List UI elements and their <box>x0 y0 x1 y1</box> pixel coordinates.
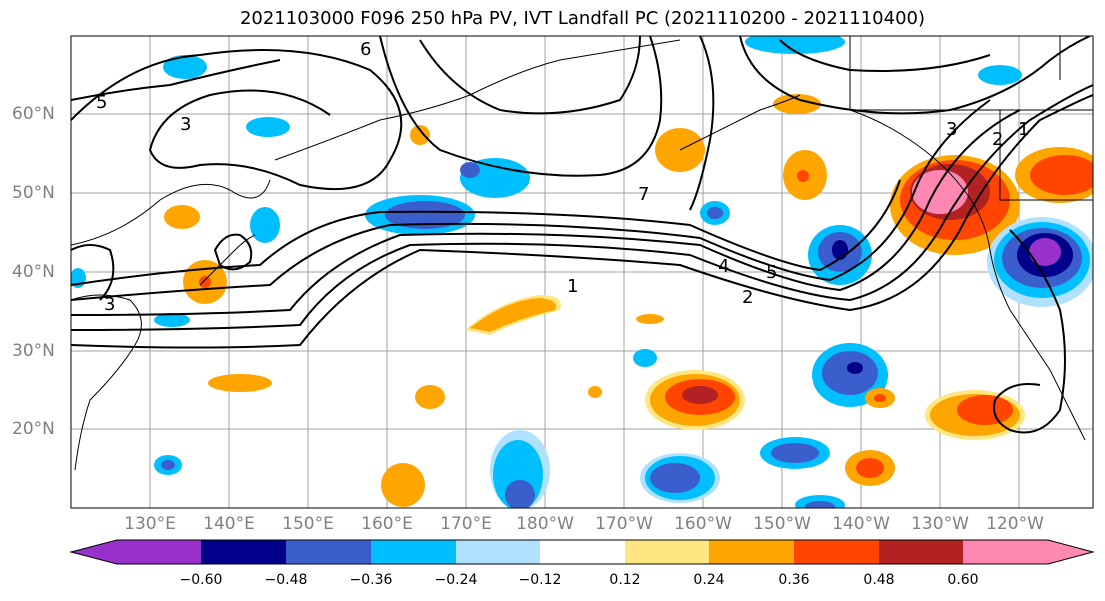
contour-label: 1 <box>567 276 578 297</box>
coastlines <box>71 36 1093 471</box>
contour-lines <box>71 36 1093 434</box>
colorbar-tick: −0.48 <box>264 572 308 588</box>
map-frame <box>70 35 1094 509</box>
anomaly-blob <box>465 295 561 335</box>
anomaly-blob <box>640 453 720 503</box>
anomaly-blob <box>588 386 602 398</box>
contour-label: 4 <box>718 256 729 277</box>
anomaly-blob <box>812 343 888 407</box>
anomaly-blob <box>633 349 657 367</box>
colorbar-tick: 0.24 <box>693 572 725 588</box>
colorbar-segment <box>794 540 879 564</box>
lon-label: 150°E <box>282 514 334 534</box>
lat-label: 60°N <box>12 104 55 124</box>
anomaly-blob <box>845 450 895 486</box>
lat-label: 20°N <box>12 419 55 439</box>
anomaly-blob <box>978 65 1022 85</box>
anomaly-blob <box>783 150 827 200</box>
anomaly-blob <box>164 205 200 229</box>
lon-label: 130°W <box>911 514 969 534</box>
contour-label: 5 <box>766 262 777 283</box>
lon-label: 150°W <box>753 514 811 534</box>
lon-label: 120°W <box>986 514 1044 534</box>
anomaly-blob <box>163 55 207 79</box>
contour-label: 2 <box>742 287 753 308</box>
contour-label: 1 <box>1018 119 1029 140</box>
anomaly-blob <box>208 374 272 392</box>
lon-label: 170°W <box>595 514 653 534</box>
anomaly-blob <box>925 390 1025 440</box>
colorbar-tick: 0.60 <box>947 572 979 588</box>
colorbar-segment <box>201 540 286 564</box>
contour-label: 3 <box>104 294 115 315</box>
colorbar-segment <box>963 540 1093 564</box>
colorbar-tick: 0.12 <box>609 572 641 588</box>
anomaly-blob <box>773 94 821 114</box>
anomaly-blob <box>745 36 845 54</box>
contour-label: 5 <box>96 92 107 113</box>
anomaly-blob <box>460 158 530 198</box>
anomaly-blob <box>795 495 845 508</box>
contour-label: 6 <box>360 39 371 60</box>
lat-label: 30°N <box>12 341 55 361</box>
pv-anomaly-shading <box>71 36 1093 508</box>
colorbar-segment <box>286 540 371 564</box>
anomaly-blob <box>636 314 664 324</box>
anomaly-blob <box>246 117 290 137</box>
anomaly-blob <box>410 125 430 145</box>
anomaly-blob <box>865 388 895 408</box>
anomaly-blob <box>183 260 227 304</box>
anomaly-blob <box>381 463 425 507</box>
colorbar-tick: −0.12 <box>518 572 562 588</box>
lon-label: 180°W <box>516 514 574 534</box>
colorbar-segment <box>709 540 794 564</box>
contour-label: 3 <box>180 114 191 135</box>
colorbar-segment <box>879 540 963 564</box>
anomaly-blob <box>1015 147 1093 203</box>
anomaly-blob <box>808 225 872 285</box>
lon-label: 140°W <box>832 514 890 534</box>
lon-label: 140°E <box>203 514 255 534</box>
anomaly-blob <box>154 313 190 327</box>
anomaly-blob <box>645 370 745 430</box>
lat-label: 40°N <box>12 262 55 282</box>
colorbar-segment <box>71 540 201 564</box>
anomaly-blob <box>490 430 550 508</box>
contour-label: 7 <box>638 184 649 205</box>
anomaly-blob <box>700 201 730 225</box>
lon-label: 160°E <box>361 514 413 534</box>
colorbar-tick: 0.48 <box>863 572 895 588</box>
lon-label: 160°W <box>674 514 732 534</box>
contour-label: 2 <box>992 129 1003 150</box>
colorbar-tick: −0.24 <box>434 572 478 588</box>
colorbar-tick: −0.60 <box>179 572 223 588</box>
anomaly-blob <box>415 385 445 409</box>
colorbar-segment <box>371 540 456 564</box>
colorbar-segment <box>625 540 709 564</box>
colorbar-segment <box>540 540 625 564</box>
colorbar-segment <box>456 540 540 564</box>
anomaly-blob <box>250 207 280 243</box>
colorbar-outline <box>69 539 1095 565</box>
anomaly-blob <box>760 437 830 469</box>
colorbar-tick: 0.36 <box>778 572 810 588</box>
anomaly-blob <box>154 455 182 475</box>
colorbar-tick: −0.36 <box>349 572 393 588</box>
lon-label: 170°E <box>440 514 492 534</box>
contour-label-group: 1 2 3 4 5 6 7 1 2 3 5 3 <box>96 39 1029 315</box>
contour-label: 3 <box>946 119 957 140</box>
lon-label: 130°E <box>124 514 176 534</box>
map-title: 2021103000 F096 250 hPa PV, IVT Landfall… <box>239 8 926 29</box>
lat-label: 50°N <box>12 183 55 203</box>
